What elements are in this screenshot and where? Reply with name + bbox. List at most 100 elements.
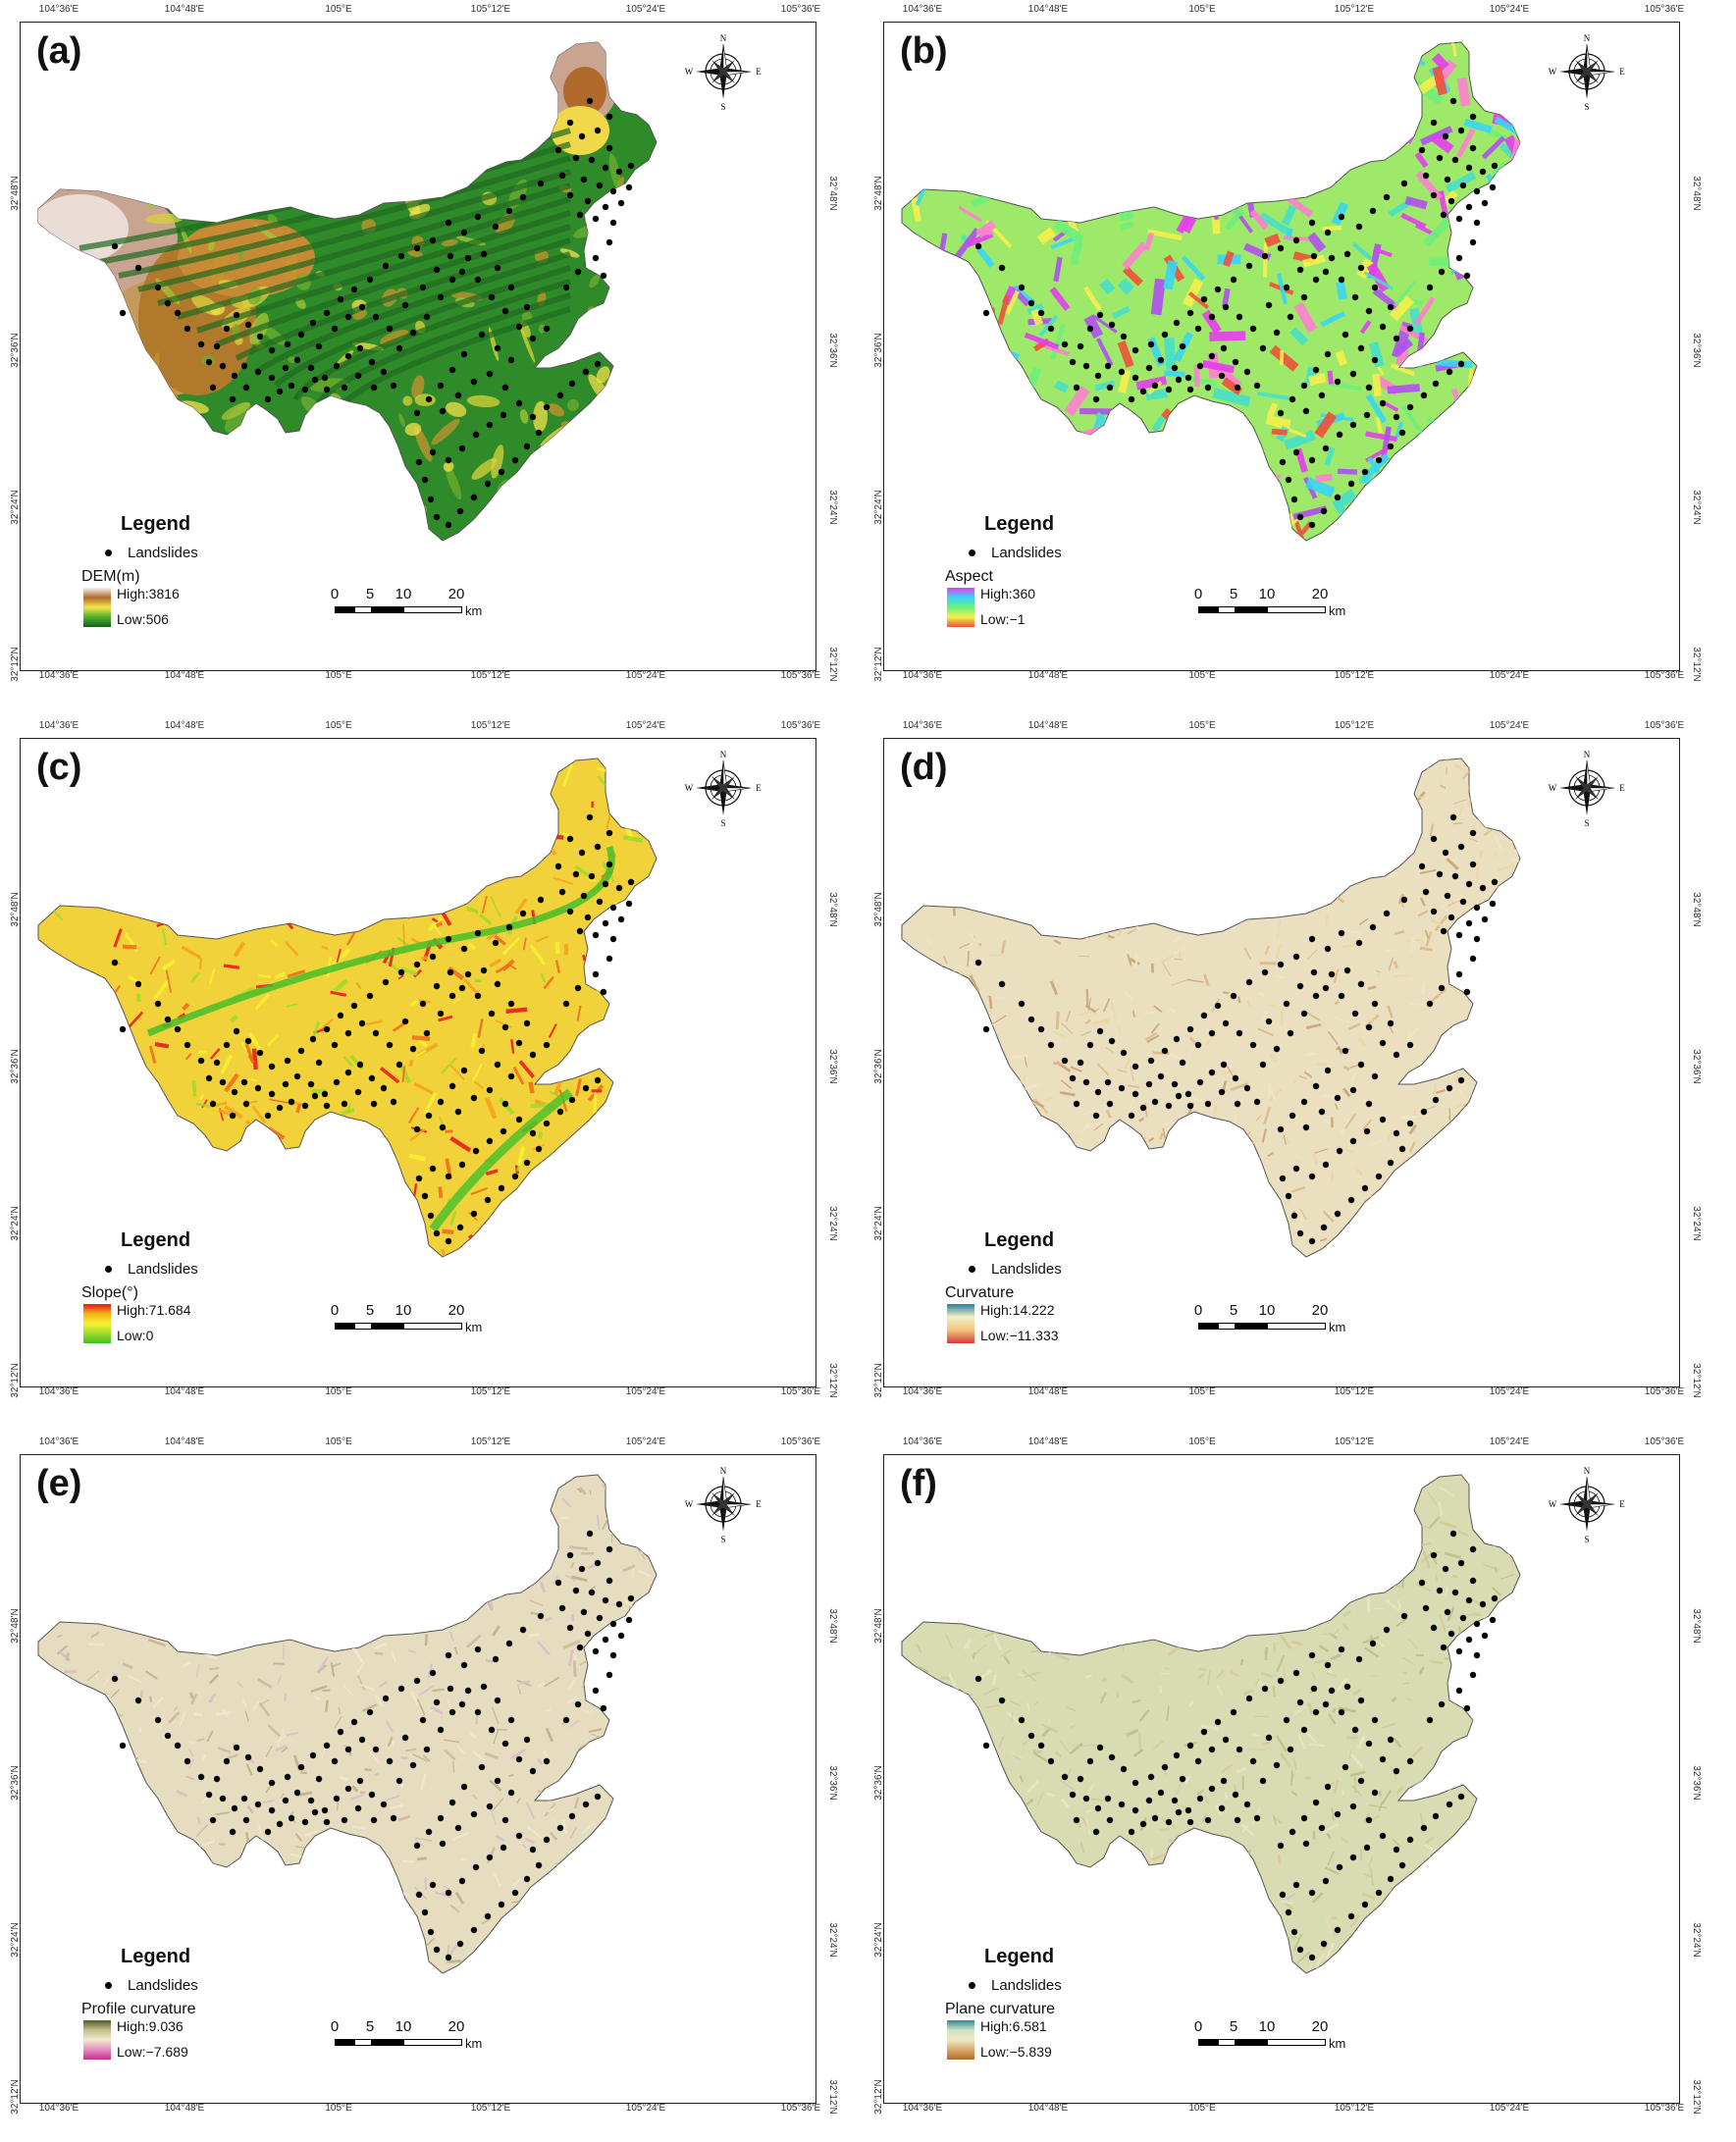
landslide-point <box>1261 252 1269 260</box>
landslide-point <box>1363 1844 1371 1852</box>
landslide-point <box>223 1757 231 1765</box>
landslide-point <box>1473 1620 1481 1628</box>
landslide-point <box>341 1816 348 1824</box>
landslide-point <box>448 1082 456 1090</box>
landslide-point <box>386 1041 394 1049</box>
landslide-point <box>1131 1090 1139 1098</box>
map-panel-e: 104°36'E 104°48'E 105°E 105°12'E 105°24'E 105… <box>0 1433 844 2115</box>
landslide-point <box>1292 1165 1300 1173</box>
landslide-point <box>1449 1530 1457 1538</box>
landslide-point <box>1312 1082 1320 1090</box>
landslide-point <box>429 953 437 961</box>
north-arrow-icon: N S E W <box>1548 1465 1626 1544</box>
landslide-point <box>1387 303 1394 311</box>
landslide-point <box>154 1000 162 1008</box>
landslide-point <box>505 923 513 931</box>
compass-s: S <box>1584 1535 1589 1543</box>
landslide-point <box>594 843 602 851</box>
landslide-point <box>998 264 1006 272</box>
landslide-point <box>350 1718 358 1726</box>
landslide-point <box>1469 144 1477 152</box>
lon-tick-top: 104°36'E <box>38 1437 79 1447</box>
landslide-point <box>556 392 564 399</box>
landslide-point <box>1387 1875 1394 1883</box>
landslide-point <box>602 203 609 211</box>
landslide-point <box>507 356 515 364</box>
landslide-point <box>511 1889 519 1897</box>
landslide-point <box>1341 331 1349 339</box>
landslide-point <box>484 480 492 488</box>
landslide-point <box>1218 372 1226 380</box>
landslide-point <box>1383 193 1391 201</box>
lon-tick-bottom: 105°36'E <box>1644 670 1685 681</box>
landslide-point <box>454 1108 462 1116</box>
landslide-point <box>1422 888 1430 896</box>
landslide-point <box>344 1746 352 1753</box>
lon-tick-top: 104°48'E <box>1027 720 1069 731</box>
landslide-point <box>1245 978 1253 986</box>
landslide-point <box>1277 961 1285 968</box>
landslide-point <box>311 376 319 384</box>
landslide-point <box>1027 1732 1035 1740</box>
landslide-point <box>460 1067 468 1074</box>
landslide-point <box>445 456 452 464</box>
landslide-point <box>554 1579 562 1587</box>
landslide-point <box>1343 250 1351 258</box>
landslide-point <box>515 323 523 331</box>
landslide-point <box>1369 1640 1377 1647</box>
landslide-point <box>588 872 596 880</box>
landslide-point <box>505 1640 513 1647</box>
lon-tick-bottom: 105°12'E <box>470 2103 511 2114</box>
landslide-point <box>356 344 364 352</box>
landslide-point <box>1379 1832 1387 1840</box>
landslide-point <box>1432 380 1440 388</box>
landslide-point <box>1249 325 1257 333</box>
compass-e: E <box>1619 783 1625 793</box>
lon-tick-top: 105°E <box>1188 720 1216 731</box>
landslide-point <box>1426 1716 1434 1724</box>
landslide-point <box>1104 1795 1112 1802</box>
landslide-point <box>1151 382 1159 390</box>
landslide-point <box>1479 1600 1487 1608</box>
legend: Legend Landslides Aspect High:360 Low:−1 <box>945 513 1161 651</box>
lon-tick-top: 104°48'E <box>164 4 205 15</box>
landslide-point <box>1393 1051 1400 1059</box>
scale-segment <box>403 1323 462 1330</box>
landslide-point <box>592 970 600 978</box>
compass-e: E <box>756 1499 762 1509</box>
landslide-point <box>372 1746 380 1753</box>
landslide-point <box>401 301 409 309</box>
landslide-point <box>1236 313 1243 321</box>
landslide-point <box>1300 1010 1308 1018</box>
landslide-point <box>229 1112 237 1120</box>
legend: Legend Landslides Curvature High:14.222 Low:… <box>945 1229 1161 1367</box>
lat-tick-right: 32°24'N <box>826 1206 838 1241</box>
landslide-point <box>448 992 456 1000</box>
landslide-point <box>1077 1775 1084 1783</box>
landslide-point <box>1422 1604 1430 1612</box>
lat-tick-right: 32°12'N <box>1690 2079 1702 2115</box>
landslide-point <box>492 223 500 231</box>
lat-tick-right: 32°36'N <box>1690 1049 1702 1084</box>
landslide-point <box>1171 1797 1179 1804</box>
landslide-point <box>268 1779 276 1787</box>
landslide-point <box>421 476 429 484</box>
scale-unit: km <box>1329 2036 1346 2051</box>
legend-variable: Aspect <box>945 568 993 585</box>
landslide-point <box>1106 1816 1114 1824</box>
landslide-point <box>572 870 580 878</box>
landslide-point <box>605 1577 613 1585</box>
landslide-point <box>600 988 607 996</box>
landslide-point <box>1069 1074 1077 1082</box>
landslide-point <box>337 1012 344 1019</box>
landslide-point <box>592 254 600 262</box>
landslide-point <box>1457 1793 1465 1801</box>
landslide-point <box>1347 1196 1355 1204</box>
scale-label: 10 <box>1258 2018 1276 2035</box>
landslide-point <box>1308 1889 1316 1897</box>
landslide-point <box>507 1789 515 1797</box>
landslide-point <box>456 1940 464 1948</box>
lat-tick-right: 32°12'N <box>826 647 838 682</box>
lon-tick-bottom: 104°36'E <box>902 1386 943 1397</box>
landslides-label: Landslides <box>128 1261 198 1278</box>
